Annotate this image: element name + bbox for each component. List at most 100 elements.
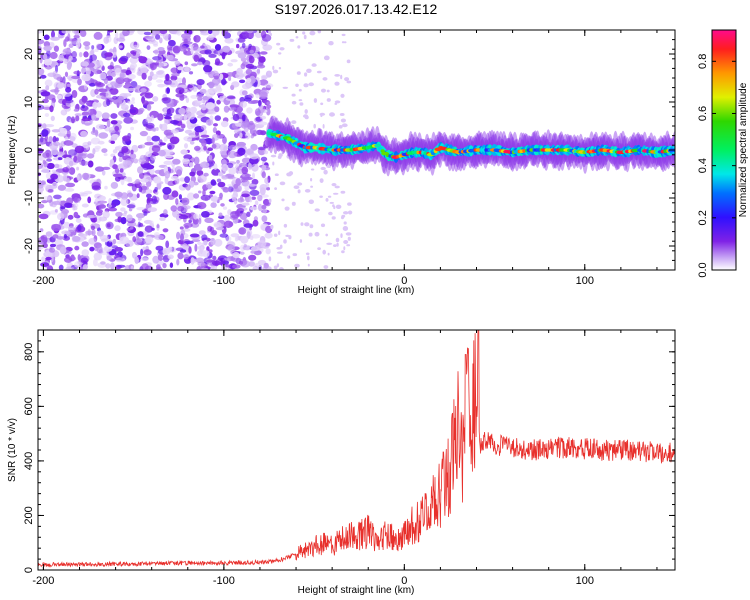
spectrogram-noise-blob	[319, 195, 323, 198]
spectrogram-noise-blob	[130, 149, 134, 155]
spectrogram-noise-blob	[143, 31, 152, 36]
spectrogram-noise-blob	[323, 55, 330, 61]
spectrogram-noise-blob	[194, 145, 201, 151]
spectrogram-noise-blob	[297, 189, 301, 194]
spectrogram-noise-blob	[231, 81, 240, 88]
spectrogram-noise-blob	[180, 233, 184, 242]
spectrogram-noise-blob	[202, 60, 211, 67]
spectrogram-noise-blob	[158, 142, 166, 146]
spectrogram-noise-blob	[332, 204, 335, 208]
spectrogram-noise-blob	[222, 206, 228, 210]
spectrogram-noise-blob	[304, 222, 310, 227]
spectrogram-noise-blob	[74, 145, 85, 154]
spectrogram-noise-blob	[198, 230, 206, 236]
spectrogram-noise-blob	[183, 114, 188, 121]
spectrogram-noise-blob	[114, 176, 121, 182]
spectrogram-noise-blob	[192, 46, 202, 52]
spectrogram-noise-blob	[313, 123, 317, 129]
spectrogram-noise-blob	[163, 160, 173, 165]
spectrogram-noise-blob	[110, 113, 118, 119]
spectrogram-noise-blob	[88, 237, 97, 245]
spectrogram-noise-blob	[299, 154, 304, 157]
spectrogram-noise-blob	[103, 36, 109, 44]
spectrogram-noise-blob	[168, 81, 172, 85]
spectrogram-noise-blob	[199, 30, 204, 33]
spectrogram-noise-blob	[45, 152, 50, 158]
spectrogram-noise-blob	[249, 189, 260, 196]
spectrogram-noise-blob	[264, 177, 269, 184]
spectrogram-noise-blob	[266, 107, 271, 116]
spectrogram-noise-blob	[241, 83, 251, 90]
spectrogram-noise-blob	[157, 83, 166, 88]
spectrogram-noise-blob	[64, 231, 71, 236]
spectrogram-noise-blob	[184, 176, 191, 184]
spectrogram-noise-blob	[117, 145, 123, 152]
spectrogram-noise-blob	[72, 235, 81, 242]
spectrogram-noise-blob	[251, 234, 261, 239]
spectrogram-noise-blob	[303, 34, 307, 40]
spectrogram-noise-blob	[311, 63, 317, 67]
spectrogram-noise-blob	[208, 249, 213, 253]
spectrogram-noise-blob	[46, 162, 55, 170]
spectrogram-noise-blob	[162, 186, 172, 195]
spectrogram-noise-blob	[277, 143, 282, 147]
spectrogram-noise-blob	[250, 143, 258, 151]
spectrogram-noise-blob	[270, 224, 274, 230]
spectrogram-noise-blob	[268, 198, 272, 203]
spectrogram-noise-blob	[57, 83, 65, 89]
spectrogram-noise-blob	[331, 183, 337, 187]
spectrogram-noise-blob	[112, 149, 118, 154]
spectrogram-noise-blob	[279, 181, 286, 186]
spectrogram-noise-blob	[179, 177, 186, 182]
spectrogram-noise-blob	[155, 34, 161, 40]
spectrogram-noise-blob	[221, 163, 229, 172]
spectrogram-noise-blob	[145, 164, 155, 170]
spectrogram-noise-blob	[258, 56, 266, 63]
spectrogram-noise-blob	[124, 210, 128, 214]
spectrogram-noise-blob	[159, 30, 168, 35]
spectrogram-noise-blob	[121, 104, 129, 111]
spectrogram-noise-blob	[214, 44, 222, 51]
spectrogram-noise-blob	[209, 190, 216, 195]
spectrogram-noise-blob	[94, 166, 105, 172]
spectrogram-noise-blob	[60, 206, 66, 210]
spectrogram-noise-blob	[161, 97, 169, 101]
spectrogram-noise-blob	[115, 257, 126, 263]
spectrogram-noise-blob	[333, 192, 339, 195]
spectrogram-noise-blob	[137, 221, 141, 228]
spectrogram-noise-blob	[90, 225, 96, 230]
spectrogram-noise-blob	[197, 61, 203, 66]
spectrogram-noise-blob	[212, 195, 218, 204]
spectrogram-noise-blob	[289, 38, 295, 42]
spectrogram-noise-blob	[106, 119, 111, 128]
spectrogram-noise-blob	[110, 71, 117, 78]
spectrogram-noise-blob	[273, 265, 278, 270]
spectrogram-noise-blob	[251, 163, 259, 172]
spectrogram-band-peak	[507, 150, 511, 154]
spectrogram-noise-blob	[223, 105, 230, 113]
spectrogram-noise-blob	[105, 263, 111, 269]
spectrogram-noise-blob	[224, 214, 231, 222]
spectrogram-noise-blob	[245, 148, 254, 155]
spectrogram-noise-blob	[98, 204, 106, 209]
spectrogram-noise-blob	[328, 131, 332, 136]
spectrogram-noise-blob	[178, 194, 182, 200]
spectrogram-noise-blob	[63, 150, 68, 159]
spectrogram-noise-blob	[136, 50, 142, 55]
spectrogram-noise-blob	[41, 129, 49, 137]
spectrogram-noise-blob	[225, 235, 232, 243]
spectrogram-noise-blob	[101, 112, 110, 119]
spectrogram-noise-blob	[203, 145, 208, 151]
spectrogram-noise-blob	[47, 72, 57, 78]
spectrogram-noise-blob	[63, 256, 73, 263]
spectrogram-noise-blob	[63, 39, 67, 48]
spectrogram-noise-blob	[131, 184, 137, 192]
spectrogram-noise-blob	[236, 67, 243, 76]
spectrogram-noise-blob	[257, 64, 266, 69]
spectrogram-noise-blob	[264, 83, 274, 88]
spectrogram-noise-blob	[120, 55, 129, 62]
spectrogram-noise-blob	[197, 241, 202, 246]
spectrogram-noise-blob	[261, 208, 267, 213]
spectrogram-noise-blob	[138, 107, 145, 113]
spectrogram-noise-blob	[207, 225, 213, 232]
